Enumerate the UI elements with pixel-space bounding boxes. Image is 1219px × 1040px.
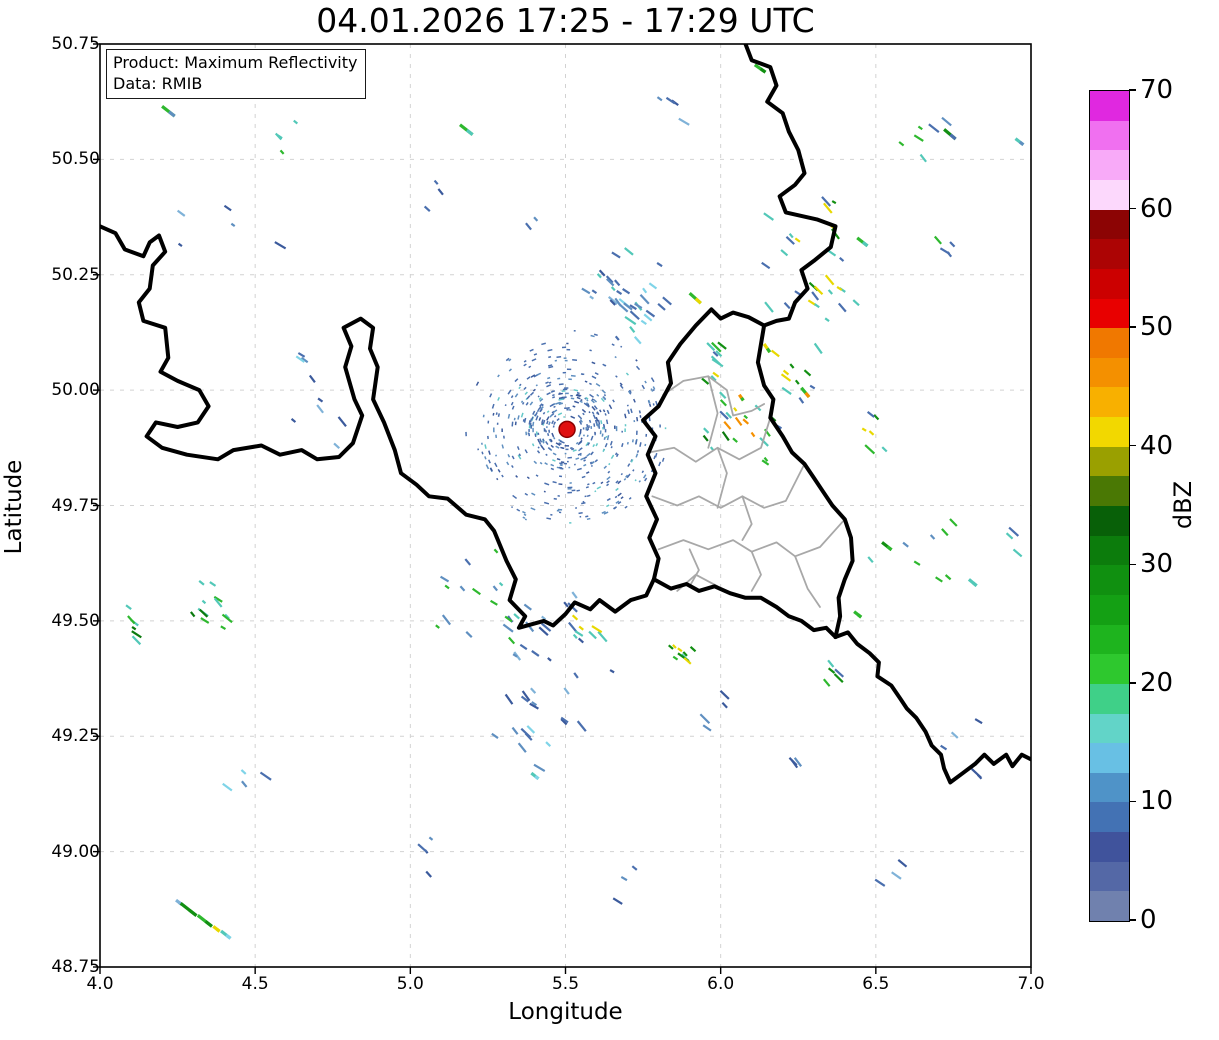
colorbar-segment-55dBZ: [1090, 238, 1129, 269]
colorbar-segment-27.5dBZ: [1090, 564, 1129, 595]
colorbar-tickmark-20: [1129, 682, 1136, 684]
colorbar: [1089, 90, 1130, 922]
x-tick-7.0: 7.0: [1017, 974, 1045, 994]
colorbar-segment-25dBZ: [1090, 594, 1129, 625]
national-borders: [100, 44, 1031, 785]
colorbar-tickmark-30: [1129, 563, 1136, 566]
axis-tick-marks: [93, 43, 1032, 974]
colorbar-segment-22.5dBZ: [1090, 624, 1129, 655]
y-tick-50.75: 50.75: [51, 34, 100, 54]
colorbar-segment-47.5dBZ: [1090, 327, 1129, 358]
x-tick-6.5: 6.5: [862, 974, 890, 994]
colorbar-segment-37.5dBZ: [1090, 446, 1129, 477]
colorbar-segment-52.5dBZ: [1090, 268, 1129, 299]
y-tick-49.25: 49.25: [51, 726, 100, 747]
colorbar-segment-7.5dBZ: [1090, 801, 1129, 833]
y-tick-50.25: 50.25: [51, 264, 100, 285]
colorbar-segment-5dBZ: [1090, 831, 1129, 862]
colorbar-tickmark-50: [1129, 326, 1136, 328]
colorbar-segment-32.5dBZ: [1090, 505, 1129, 536]
colorbar-label: dBZ: [1169, 480, 1197, 530]
colorbar-segment-50dBZ: [1090, 298, 1129, 329]
colorbar-segment-67.5dBZ: [1090, 90, 1129, 121]
x-tick-4.5: 4.5: [241, 974, 269, 994]
colorbar-tick-70: 70: [1140, 75, 1174, 105]
colorbar-segment-2.5dBZ: [1090, 861, 1129, 892]
product-label: Product: Maximum Reflectivity: [113, 53, 358, 72]
colorbar-tickmark-40: [1129, 444, 1136, 447]
product-info-box: Product: Maximum Reflectivity Data: RMIB: [106, 49, 367, 99]
colorbar-tickmark-60: [1129, 207, 1136, 210]
y-tick-50.50: 50.50: [51, 149, 100, 170]
colorbar-tickmark-70: [1129, 89, 1136, 91]
colorbar-segment-30dBZ: [1090, 535, 1129, 566]
colorbar-tick-40: 40: [1140, 430, 1174, 461]
colorbar-segment-15dBZ: [1090, 713, 1129, 744]
y-tick-48.75: 48.75: [51, 957, 100, 977]
colorbar-segment-60dBZ: [1090, 179, 1129, 210]
y-tick-49.75: 49.75: [51, 495, 100, 516]
radar-echoes: [125, 63, 1025, 940]
colorbar-segment-0dBZ: [1090, 890, 1129, 921]
colorbar-tick-20: 20: [1140, 667, 1174, 698]
x-tick-6.0: 6.0: [707, 974, 735, 994]
ground-clutter: [465, 329, 667, 524]
gridlines: [100, 44, 1031, 967]
y-tick-50.00: 50.00: [51, 380, 100, 401]
radar-site-marker: [558, 420, 576, 439]
colorbar-segment-17.5dBZ: [1090, 683, 1129, 714]
y-tick-49.50: 49.50: [51, 610, 100, 631]
colorbar-tick-0: 0: [1140, 905, 1157, 935]
colorbar-segment-57.5dBZ: [1090, 209, 1129, 240]
colorbar-tick-60: 60: [1140, 193, 1174, 224]
colorbar-tickmark-10: [1129, 800, 1136, 803]
x-tick-4.0: 4.0: [86, 974, 114, 994]
x-axis-label: Longitude: [508, 999, 623, 1025]
x-tick-5.0: 5.0: [396, 974, 424, 994]
colorbar-tickmark-0: [1129, 919, 1136, 921]
colorbar-segment-45dBZ: [1090, 357, 1129, 388]
colorbar-tick-50: 50: [1140, 312, 1174, 343]
figure-title: 04.01.2026 17:25 - 17:29 UTC: [316, 1, 815, 40]
colorbar-segment-40dBZ: [1090, 416, 1129, 447]
colorbar-tick-10: 10: [1140, 786, 1174, 817]
colorbar-segment-65dBZ: [1090, 120, 1129, 151]
colorbar-segment-10dBZ: [1090, 772, 1129, 803]
data-source-label: Data: RMIB: [113, 74, 203, 93]
colorbar-segment-12.5dBZ: [1090, 742, 1129, 773]
x-tick-5.5: 5.5: [551, 974, 580, 994]
y-axis-label: Latitude: [1, 459, 27, 555]
colorbar-segment-42.5dBZ: [1090, 386, 1129, 418]
canton-borders: [648, 375, 846, 608]
colorbar-segment-35dBZ: [1090, 475, 1129, 506]
colorbar-segment-62.5dBZ: [1090, 149, 1129, 180]
colorbar-tick-30: 30: [1140, 549, 1174, 580]
colorbar-segment-20dBZ: [1090, 653, 1129, 684]
y-tick-49.00: 49.00: [51, 841, 100, 862]
